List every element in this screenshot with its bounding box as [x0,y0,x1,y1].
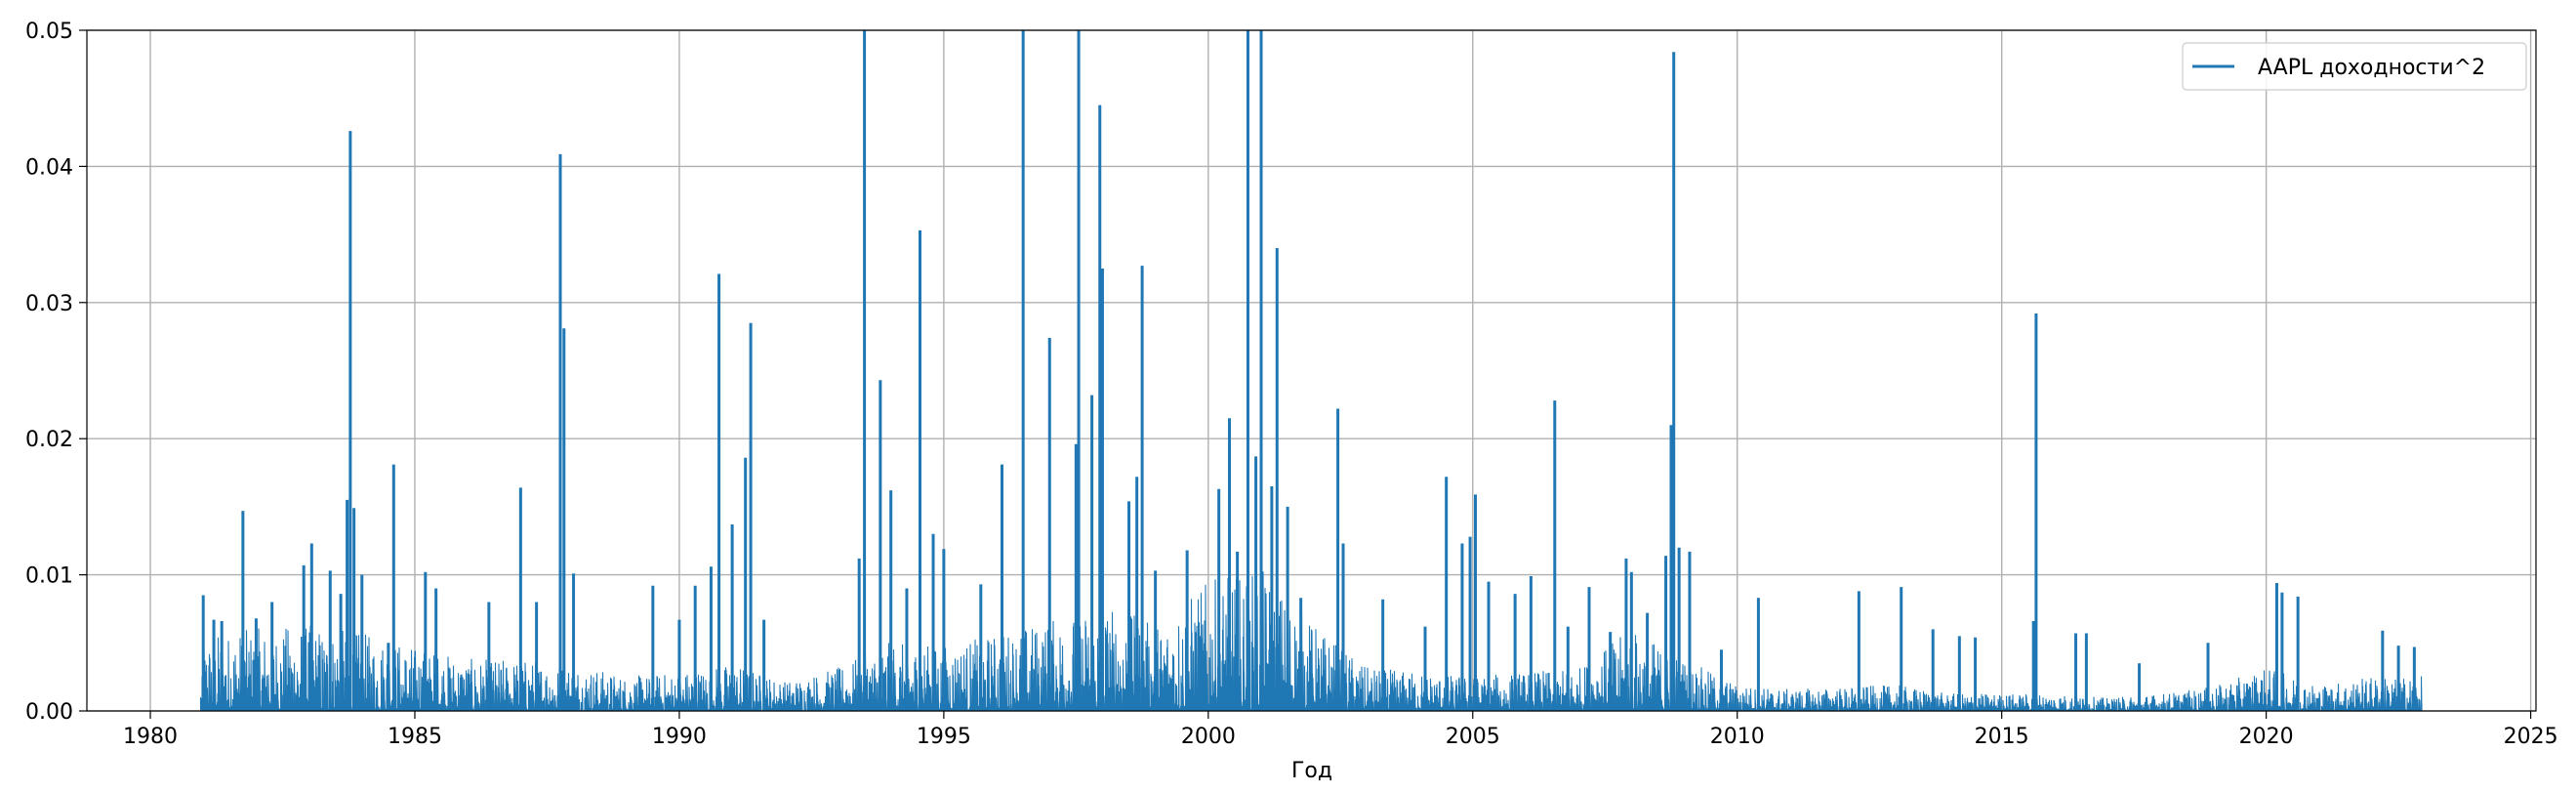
x-tick-label: 2025 [2504,725,2558,749]
y-tick-label: 0.04 [25,155,73,180]
x-tick-label: 2005 [1446,725,1500,749]
x-tick-label: 2015 [1975,725,2029,749]
y-tick-label: 0.05 [25,20,73,44]
series-aapl-returns-squared [199,30,2423,711]
plot-frame [86,29,2537,712]
legend-label: AAPL доходности^2 [2258,56,2485,80]
x-tick-label: 2000 [1181,725,1236,749]
x-tick-label: 1980 [123,725,178,749]
x-tick-label: 1990 [652,725,707,749]
x-tick-label: 1985 [388,725,442,749]
legend-box [2182,42,2527,91]
y-tick-label: 0.00 [25,700,73,725]
y-tick-label: 0.02 [25,428,73,452]
x-tick-label: 1995 [917,725,971,749]
x-tick-label: 2020 [2239,725,2294,749]
x-tick-label: 2010 [1710,725,1765,749]
x-axis: 1980 1985 1990 1995 2000 2005 2010 2015 2020 2025 [123,711,2558,749]
y-tick-label: 0.01 [25,564,73,589]
x-axis-label: Год [1291,759,1332,783]
y-tick-label: 0.03 [25,292,73,316]
y-axis: 0.00 0.01 0.02 0.03 0.04 0.05 [25,20,87,725]
legend: AAPL доходности^2 [2182,42,2527,91]
